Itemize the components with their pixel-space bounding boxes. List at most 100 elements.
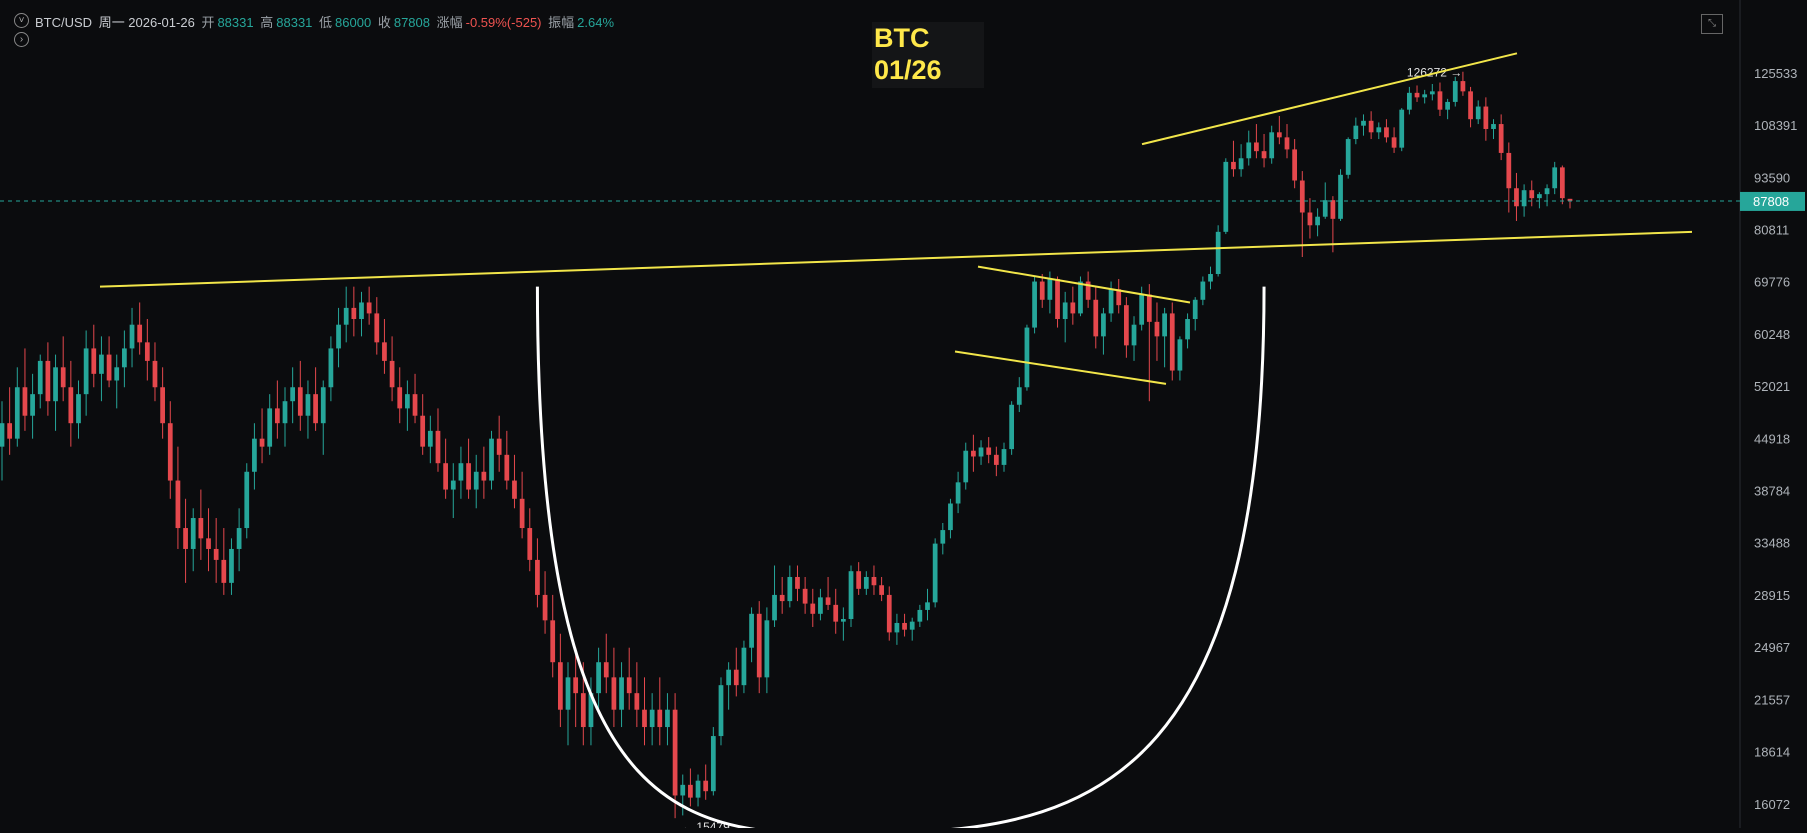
candle-body	[435, 430, 441, 464]
candle-body	[1330, 200, 1336, 219]
candle-body	[1238, 158, 1244, 170]
collapse-chevron-icon[interactable]: ˅	[14, 13, 29, 28]
candle-body	[1192, 299, 1198, 320]
candle-body	[863, 576, 869, 589]
candle-body	[611, 677, 617, 710]
candle-body	[504, 454, 510, 481]
candle-body	[1200, 281, 1206, 300]
candle-body	[1070, 302, 1076, 314]
candle-body	[1169, 313, 1175, 371]
candle-body	[1024, 327, 1030, 388]
candle-body	[1139, 294, 1145, 325]
y-tick-label: 21557	[1754, 692, 1790, 707]
candle-body	[1269, 132, 1275, 159]
candle-body	[1116, 289, 1122, 306]
candle-body	[60, 367, 66, 388]
candle-body	[114, 367, 120, 381]
candle-body	[336, 324, 341, 349]
candle-body	[496, 438, 502, 455]
candle-body	[848, 571, 854, 620]
candle-body	[603, 662, 609, 678]
annotation-line-1: BTC	[874, 23, 930, 53]
candle-body	[1338, 174, 1343, 219]
candle-body	[1078, 281, 1083, 314]
candle-body	[519, 498, 525, 529]
candle-body	[1368, 120, 1374, 133]
candle-body	[30, 394, 35, 416]
candle-body	[466, 463, 471, 490]
candle-body	[420, 415, 426, 447]
candle-body	[7, 423, 13, 439]
candle-body	[267, 408, 273, 447]
candle-body	[1154, 321, 1160, 337]
candle-body	[1437, 91, 1443, 110]
current-price-tag	[1740, 191, 1805, 211]
candle-body	[1246, 142, 1252, 159]
candle-body	[1032, 281, 1037, 328]
candle-body	[971, 450, 976, 457]
candle-body	[37, 360, 43, 395]
candle-body	[229, 548, 234, 583]
channel-upper-trendline	[1141, 52, 1518, 146]
expand-chevron-icon[interactable]: ›	[14, 32, 29, 47]
candle-body	[886, 594, 892, 633]
candle-body	[1307, 212, 1313, 226]
candle-body	[703, 780, 709, 792]
candle-body	[1101, 313, 1106, 337]
candle-body	[351, 307, 357, 320]
candle-body	[221, 559, 227, 583]
candle-body	[53, 367, 58, 402]
candle-body	[1514, 188, 1519, 207]
candle-body	[756, 613, 762, 678]
candle-body	[313, 394, 318, 424]
candle-body	[1315, 216, 1320, 226]
candle-body	[1483, 106, 1489, 129]
y-tick-label: 38784	[1754, 484, 1790, 499]
candle-body	[932, 543, 938, 603]
candle-body	[963, 450, 969, 483]
candle-body	[137, 324, 143, 343]
candle-body	[542, 594, 548, 621]
candle-body	[1452, 81, 1458, 102]
candle-body	[122, 348, 127, 368]
candle-body	[917, 609, 923, 622]
candle-body	[183, 528, 188, 549]
candle-body	[925, 602, 930, 610]
candle-body	[99, 354, 104, 374]
candle-body	[320, 387, 326, 424]
candle-body	[986, 447, 992, 455]
candle-body	[1468, 91, 1473, 120]
candle-body	[1537, 194, 1542, 199]
candle-body	[1544, 188, 1550, 195]
candle-body	[366, 302, 372, 314]
candle-body	[0, 423, 5, 447]
candle-body	[1552, 167, 1558, 189]
candle-body	[244, 471, 250, 529]
candle-body	[1039, 281, 1045, 300]
candle-body	[871, 576, 877, 586]
candle-body	[596, 662, 601, 694]
candle-body	[382, 342, 387, 361]
candle-body	[1231, 161, 1236, 170]
candle-body	[1475, 106, 1481, 120]
low-label: 低	[319, 15, 333, 30]
candle-body	[642, 709, 647, 728]
fullscreen-icon[interactable]: ⤡	[1701, 14, 1723, 34]
candle-body	[535, 559, 540, 595]
candle-body	[1361, 120, 1366, 126]
candle-body	[657, 709, 663, 728]
candle-body	[1529, 190, 1535, 199]
candle-body	[840, 619, 846, 622]
candle-body	[1261, 151, 1267, 159]
candle-body	[76, 394, 81, 424]
candle-body	[1047, 279, 1053, 300]
candle-body	[940, 530, 946, 544]
candle-body	[909, 621, 915, 630]
candle-body	[1391, 137, 1397, 148]
candle-body	[688, 784, 693, 798]
candle-body	[397, 387, 403, 409]
y-tick-label: 52021	[1754, 379, 1790, 394]
candle-body	[680, 784, 686, 796]
